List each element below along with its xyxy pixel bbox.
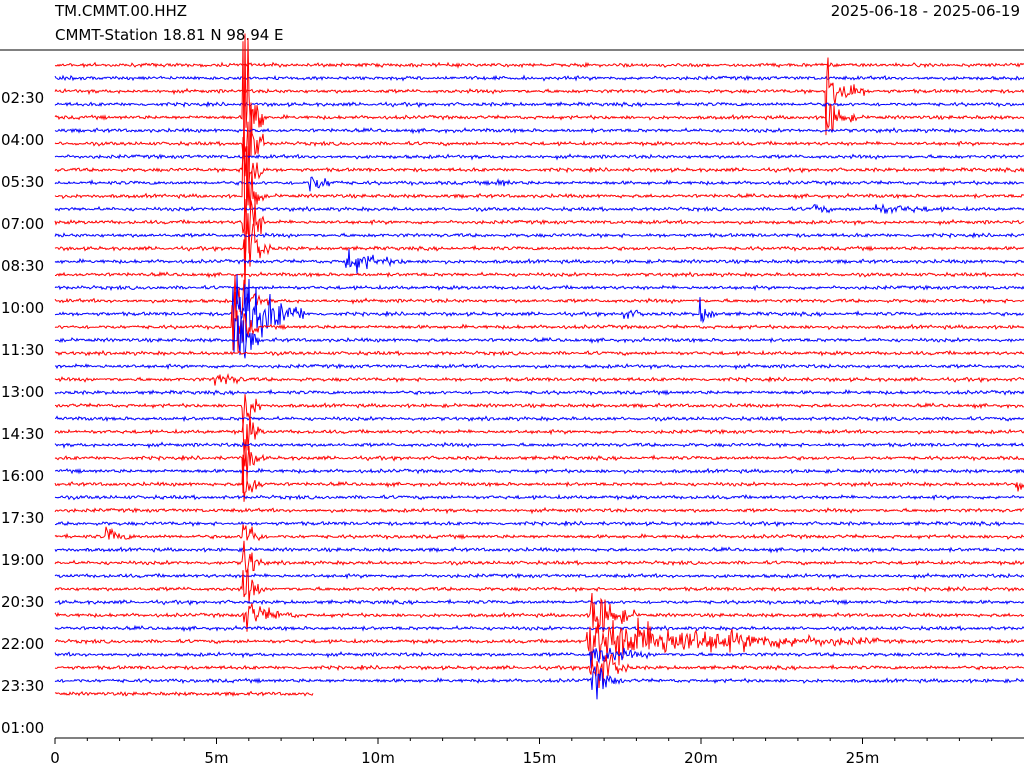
seismogram-traces — [54, 33, 1024, 700]
seismogram-trace — [54, 373, 1024, 386]
x-tick-label: 5m — [204, 749, 228, 767]
x-tick-label: 0 — [50, 749, 60, 767]
chart-subtitle: CMMT-Station 18.81 N 98.94 E — [55, 26, 284, 44]
seismogram-trace — [54, 413, 1024, 458]
seismogram-trace — [54, 666, 1024, 700]
seismogram-trace — [54, 572, 1024, 580]
seismogram-trace — [54, 520, 1024, 528]
y-tick-label: 19:00 — [1, 551, 44, 569]
x-tick-label: 20m — [684, 749, 718, 767]
seismogram-trace — [54, 198, 1024, 254]
y-tick-label: 23:30 — [1, 677, 44, 695]
seismogram-trace — [54, 445, 1024, 494]
x-tick-label: 25m — [846, 749, 880, 767]
seismogram-trace — [54, 284, 1024, 292]
y-tick-label: 10:00 — [1, 299, 44, 317]
seismogram-trace — [54, 176, 1024, 192]
seismogram-trace — [54, 540, 1024, 573]
seismogram-trace — [54, 415, 1024, 423]
seismogram-trace — [54, 126, 1024, 135]
seismogram-trace — [54, 546, 1024, 554]
seismogram-trace — [54, 61, 1024, 69]
seismogram-trace — [54, 248, 1024, 274]
y-tick-label: 13:00 — [1, 383, 44, 401]
seismogram-trace — [54, 274, 1024, 354]
seismogram-trace — [54, 100, 1024, 109]
chart-title: TM.CMMT.00.HHZ — [55, 2, 188, 20]
y-tick-label: 08:30 — [1, 257, 44, 275]
seismogram-trace — [54, 506, 1024, 515]
y-tick-label: 05:30 — [1, 173, 44, 191]
seismogram-trace — [54, 467, 1024, 475]
seismogram-trace — [54, 315, 1024, 359]
x-tick-label: 10m — [361, 749, 395, 767]
y-tick-label: 01:00 — [1, 719, 44, 737]
y-tick-label: 04:00 — [1, 131, 44, 149]
seismogram-trace — [54, 153, 1024, 161]
seismogram-trace — [54, 624, 1024, 633]
y-tick-label: 11:30 — [1, 341, 44, 359]
seismogram-trace — [54, 232, 1024, 239]
seismogram-trace — [54, 568, 1024, 604]
seismogram-trace — [54, 349, 1024, 357]
y-tick-label: 17:30 — [1, 509, 44, 527]
seismogram-trace — [54, 493, 1024, 501]
seismogram-trace — [54, 102, 1024, 190]
seismogram-trace — [54, 598, 1024, 606]
y-tick-label: 07:00 — [1, 215, 44, 233]
seismogram-trace — [54, 291, 1024, 352]
seismogram-trace — [54, 362, 1024, 371]
seismogram-trace — [54, 203, 1024, 215]
seismogram-trace — [54, 145, 1024, 203]
seismogram-trace — [54, 276, 1024, 316]
seismogram-trace — [54, 136, 1024, 259]
seismogram-trace — [54, 647, 1024, 669]
seismogram-trace — [54, 388, 1024, 396]
seismogram-trace — [54, 220, 1024, 293]
y-axis: 02:30 04:00 05:30 07:00 08:30 10:00 11:30 13:00… — [1, 89, 44, 737]
seismogram-trace — [54, 454, 1024, 502]
x-axis: 0 5m 10m 15m 20m 25m — [50, 737, 1024, 767]
date-range: 2025-06-18 - 2025-06-19 — [830, 2, 1020, 20]
y-tick-label: 02:30 — [1, 89, 44, 107]
seismogram-trace — [55, 271, 1024, 279]
y-tick-label: 14:30 — [1, 425, 44, 443]
seismogram-trace — [54, 57, 1024, 136]
seismogram-trace — [54, 617, 1024, 667]
seismogram-trace — [54, 592, 1024, 633]
seismogram-trace — [54, 524, 1024, 542]
seismogram-trace — [54, 33, 1024, 160]
x-tick-label: 15m — [523, 749, 557, 767]
y-tick-label: 16:00 — [1, 467, 44, 485]
seismogram-trace — [54, 653, 1024, 689]
y-tick-label: 22:00 — [1, 635, 44, 653]
y-tick-label: 20:30 — [1, 593, 44, 611]
seismogram-trace — [54, 441, 1024, 449]
seismogram-trace — [54, 74, 1024, 82]
seismogram-trace — [54, 690, 314, 698]
seismogram-trace — [54, 394, 1024, 428]
